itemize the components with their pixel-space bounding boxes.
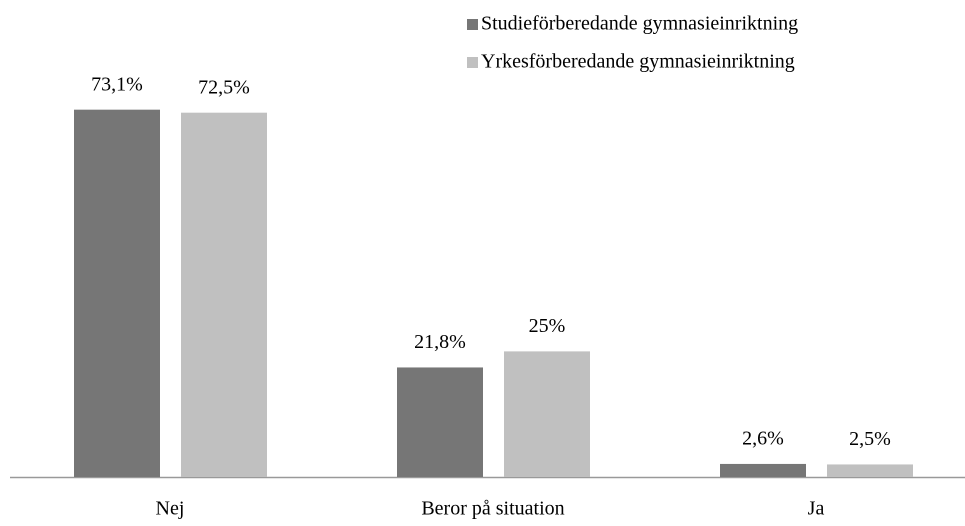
bar bbox=[504, 351, 590, 477]
legend-swatch bbox=[467, 57, 478, 68]
bar bbox=[827, 464, 913, 477]
data-label: 21,8% bbox=[414, 331, 466, 353]
bar bbox=[74, 109, 160, 478]
bar bbox=[181, 112, 267, 477]
bar bbox=[397, 367, 483, 477]
data-label: 2,5% bbox=[849, 428, 891, 450]
data-label: 25% bbox=[529, 315, 566, 337]
legend-swatch bbox=[467, 19, 478, 30]
legend-label: Yrkesförberedande gymnasieinriktning bbox=[481, 51, 795, 73]
x-tick-label: Nej bbox=[156, 498, 185, 520]
data-label: 72,5% bbox=[198, 76, 250, 98]
bar bbox=[720, 463, 806, 477]
data-label: 73,1% bbox=[91, 73, 143, 95]
x-tick-label: Beror på situation bbox=[421, 498, 564, 520]
data-label: 2,6% bbox=[742, 428, 784, 450]
x-tick-label: Ja bbox=[808, 498, 825, 520]
legend-label: Studieförberedande gymnasieinriktning bbox=[481, 13, 798, 35]
